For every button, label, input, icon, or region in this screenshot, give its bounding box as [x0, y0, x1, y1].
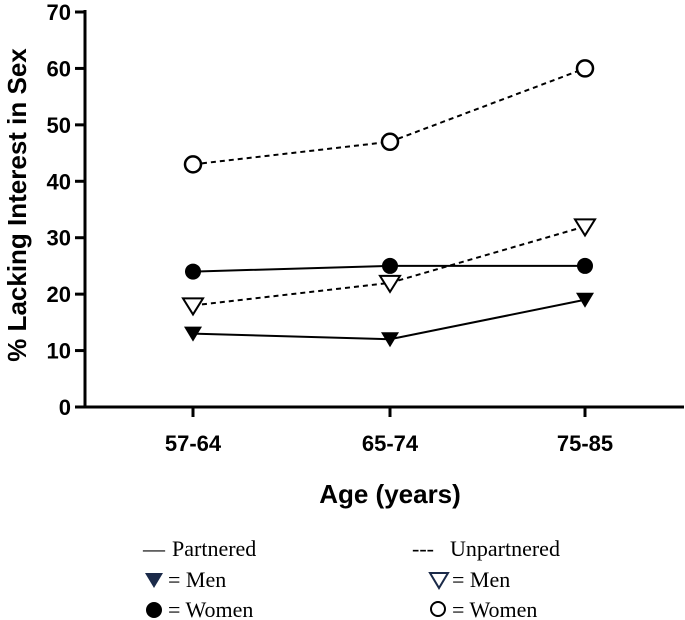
- plot-area: [181, 59, 597, 348]
- y-tick-label: 60: [47, 56, 71, 81]
- data-point-partnered-men: [381, 332, 399, 348]
- legend-partnered-men-label: = Men: [168, 567, 226, 592]
- data-point-unpartnered-women: [183, 155, 203, 174]
- x-axis-title: Age (years): [319, 479, 461, 509]
- legend-partnered-women-label: = Women: [168, 597, 253, 620]
- data-point-partnered-men: [576, 292, 594, 308]
- data-point-unpartnered-women: [380, 132, 400, 152]
- data-point-partnered-women: [382, 257, 398, 274]
- data-point-partnered-women: [577, 257, 593, 274]
- y-tick-label: 20: [47, 282, 71, 307]
- y-ticks: 0 10 20 30 40 50 60 70: [47, 0, 85, 420]
- x-ticks: 57-64 65-74 75-85: [165, 407, 613, 456]
- data-point-unpartnered-men: [573, 218, 597, 238]
- legend-partnered-label: Partnered: [172, 536, 256, 561]
- legend-unpartnered-symbol: ---: [412, 536, 434, 561]
- data-point-partnered-women: [185, 263, 201, 280]
- data-point-partnered-men: [184, 326, 202, 342]
- legend-filled-circle-icon: [146, 602, 162, 618]
- legend: — Partnered --- Unpartnered = Men = Men …: [142, 536, 560, 620]
- y-tick-label: 0: [59, 395, 71, 420]
- data-point-unpartnered-women: [575, 59, 595, 78]
- legend-open-circle-icon: [430, 601, 446, 617]
- legend-unpartnered-women-label: = Women: [452, 597, 537, 620]
- data-point-unpartnered-men: [378, 274, 402, 294]
- legend-partnered-symbol: —: [142, 536, 166, 561]
- x-tick-label: 57-64: [165, 431, 222, 456]
- legend-filled-triangle-icon: [145, 573, 163, 588]
- y-tick-label: 10: [47, 339, 71, 364]
- legend-open-triangle-icon: [428, 572, 450, 590]
- legend-unpartnered-label: Unpartnered: [450, 536, 560, 561]
- data-point-unpartnered-men: [181, 297, 205, 317]
- y-tick-label: 30: [47, 226, 71, 251]
- legend-unpartnered-men-label: = Men: [452, 567, 510, 592]
- axes: 0 10 20 30 40 50 60 70 57-64 65-74 75-85 % Lackin…: [2, 0, 684, 509]
- y-tick-label: 40: [47, 169, 71, 194]
- y-axis-title: % Lacking Interest in Sex: [2, 48, 32, 362]
- y-tick-label: 70: [47, 0, 71, 25]
- y-tick-label: 50: [47, 113, 71, 138]
- x-tick-label: 75-85: [557, 431, 613, 456]
- x-tick-label: 65-74: [362, 431, 419, 456]
